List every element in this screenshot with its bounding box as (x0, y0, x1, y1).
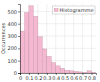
bar (83, 72, 87, 73)
y-tick-mark (18, 11, 20, 12)
x-tick-label: 0 (19, 75, 22, 81)
grid-line-x (91, 4, 92, 73)
legend: Histogramme (53, 6, 95, 14)
y-tick-mark (18, 24, 20, 25)
bar (33, 16, 37, 73)
x-tick-label: 0.2 (34, 75, 42, 81)
grid-line-x (82, 4, 83, 73)
grid-line-x (64, 4, 65, 73)
x-tick-label: 0.4 (52, 75, 60, 81)
bar (87, 71, 91, 73)
y-tick-label: 400 (7, 21, 17, 27)
x-tick: 0.7 (79, 73, 87, 81)
x-tick: 0.2 (34, 73, 42, 81)
bar (60, 68, 64, 73)
y-tick-label: 200 (7, 45, 17, 51)
x-tick: 0 (19, 73, 22, 81)
grid (20, 4, 96, 73)
y-tick-label: 500 (7, 8, 17, 14)
x-tick-label: 0.8 (88, 75, 96, 81)
bar (47, 56, 51, 73)
y-tick: 300 (7, 33, 20, 39)
y-tick-mark (18, 61, 20, 62)
x-tick: 0.6 (70, 73, 78, 81)
bar (69, 71, 73, 73)
x-tick-label: 0.7 (79, 75, 87, 81)
y-tick: 100 (7, 58, 20, 64)
bars (20, 6, 96, 73)
y-tick: 200 (7, 45, 20, 51)
y-axis-label: Occurrences (0, 23, 6, 55)
y-tick-label: 0 (14, 70, 17, 76)
bar (24, 13, 28, 73)
bar (56, 66, 60, 73)
x-tick: 0.5 (61, 73, 69, 81)
x-tick: 0.3 (43, 73, 51, 81)
y-tick: 400 (7, 21, 20, 27)
chart: 00.10.20.30.40.50.60.70.8010020030040050… (0, 0, 100, 82)
x-tick-label: 0.3 (43, 75, 51, 81)
bar (51, 63, 55, 73)
x-tick-label: 0.1 (25, 75, 33, 81)
bar (38, 37, 42, 73)
y-tick: 500 (7, 8, 20, 14)
y-tick-mark (18, 36, 20, 37)
x-tick: 0.1 (25, 73, 33, 81)
legend-label: Histogramme (60, 7, 94, 14)
y-tick: 0 (14, 70, 20, 76)
bar (74, 71, 78, 73)
x-axis: 00.10.20.30.40.50.60.70.8 (19, 73, 97, 81)
x-tick-label: 0.6 (70, 75, 78, 81)
bar (92, 72, 96, 73)
y-axis: 0 100 200 300 400 500 (7, 5, 20, 77)
y-axis-line (18, 5, 21, 74)
x-tick: 0.8 (88, 73, 96, 81)
y-tick-mark (18, 48, 20, 49)
bar (29, 6, 33, 73)
bar (42, 49, 46, 73)
y-tick-mark (18, 73, 20, 74)
bar (78, 72, 82, 73)
legend-swatch (54, 8, 58, 11)
x-tick-label: 0.5 (61, 75, 69, 81)
grid-line-x (73, 4, 74, 73)
y-tick-label: 300 (7, 33, 17, 39)
legend-box (53, 6, 95, 14)
x-tick: 0.4 (52, 73, 60, 81)
y-tick-label: 100 (7, 58, 17, 64)
bar (65, 70, 69, 73)
